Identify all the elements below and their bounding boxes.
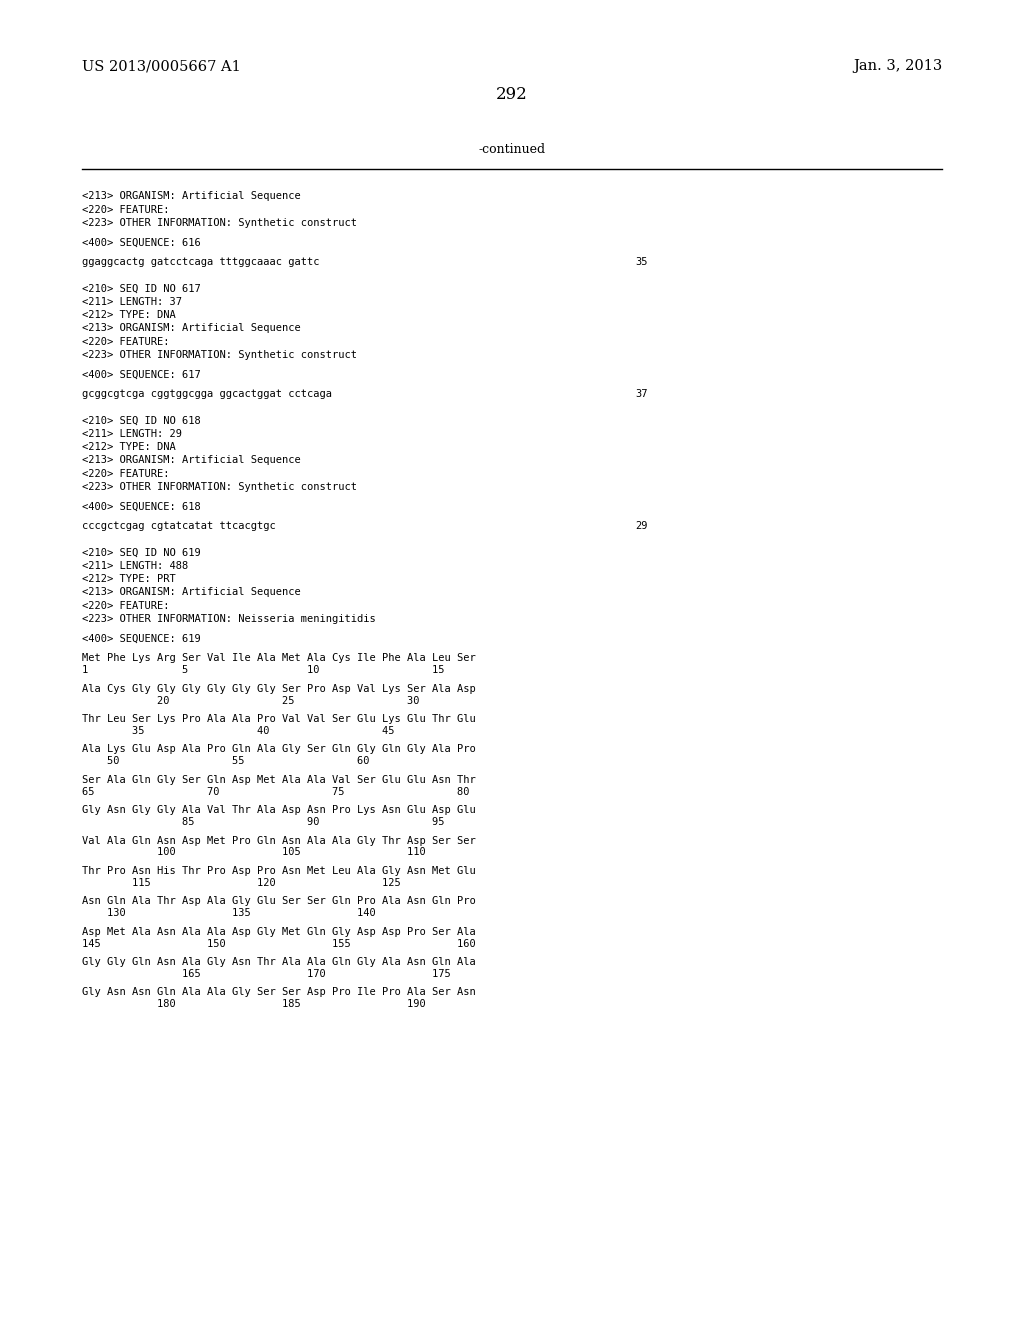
Text: <211> LENGTH: 488: <211> LENGTH: 488 [82, 561, 188, 572]
Text: <213> ORGANISM: Artificial Sequence: <213> ORGANISM: Artificial Sequence [82, 587, 301, 598]
Text: <213> ORGANISM: Artificial Sequence: <213> ORGANISM: Artificial Sequence [82, 323, 301, 334]
Text: -continued: -continued [478, 143, 546, 156]
Text: gcggcgtcga cggtggcgga ggcactggat cctcaga: gcggcgtcga cggtggcgga ggcactggat cctcaga [82, 389, 332, 400]
Text: <211> LENGTH: 37: <211> LENGTH: 37 [82, 297, 182, 308]
Text: <220> FEATURE:: <220> FEATURE: [82, 469, 169, 479]
Text: ggaggcactg gatcctcaga tttggcaaac gattc: ggaggcactg gatcctcaga tttggcaaac gattc [82, 257, 319, 268]
Text: Asp Met Ala Asn Ala Ala Asp Gly Met Gln Gly Asp Asp Pro Ser Ala: Asp Met Ala Asn Ala Ala Asp Gly Met Gln … [82, 927, 476, 937]
Text: <212> TYPE: DNA: <212> TYPE: DNA [82, 442, 176, 453]
Text: 85                  90                  95: 85 90 95 [82, 817, 444, 828]
Text: 29: 29 [635, 521, 647, 532]
Text: Met Phe Lys Arg Ser Val Ile Ala Met Ala Cys Ile Phe Ala Leu Ser: Met Phe Lys Arg Ser Val Ile Ala Met Ala … [82, 653, 476, 664]
Text: <223> OTHER INFORMATION: Synthetic construct: <223> OTHER INFORMATION: Synthetic const… [82, 218, 357, 228]
Text: <213> ORGANISM: Artificial Sequence: <213> ORGANISM: Artificial Sequence [82, 191, 301, 202]
Text: <400> SEQUENCE: 616: <400> SEQUENCE: 616 [82, 238, 201, 248]
Text: <223> OTHER INFORMATION: Synthetic construct: <223> OTHER INFORMATION: Synthetic const… [82, 482, 357, 492]
Text: Gly Asn Gly Gly Ala Val Thr Ala Asp Asn Pro Lys Asn Glu Asp Glu: Gly Asn Gly Gly Ala Val Thr Ala Asp Asn … [82, 805, 476, 816]
Text: Gly Gly Gln Asn Ala Gly Asn Thr Ala Ala Gln Gly Ala Asn Gln Ala: Gly Gly Gln Asn Ala Gly Asn Thr Ala Ala … [82, 957, 476, 968]
Text: 130                 135                 140: 130 135 140 [82, 908, 376, 919]
Text: 115                 120                 125: 115 120 125 [82, 878, 400, 888]
Text: <400> SEQUENCE: 618: <400> SEQUENCE: 618 [82, 502, 201, 512]
Text: 145                 150                 155                 160: 145 150 155 160 [82, 939, 476, 949]
Text: Val Ala Gln Asn Asp Met Pro Gln Asn Ala Ala Gly Thr Asp Ser Ser: Val Ala Gln Asn Asp Met Pro Gln Asn Ala … [82, 836, 476, 846]
Text: <211> LENGTH: 29: <211> LENGTH: 29 [82, 429, 182, 440]
Text: 35: 35 [635, 257, 647, 268]
Text: <210> SEQ ID NO 618: <210> SEQ ID NO 618 [82, 416, 201, 426]
Text: Ala Cys Gly Gly Gly Gly Gly Gly Ser Pro Asp Val Lys Ser Ala Asp: Ala Cys Gly Gly Gly Gly Gly Gly Ser Pro … [82, 684, 476, 694]
Text: Jan. 3, 2013: Jan. 3, 2013 [853, 59, 942, 74]
Text: US 2013/0005667 A1: US 2013/0005667 A1 [82, 59, 241, 74]
Text: Thr Pro Asn His Thr Pro Asp Pro Asn Met Leu Ala Gly Asn Met Glu: Thr Pro Asn His Thr Pro Asp Pro Asn Met … [82, 866, 476, 876]
Text: Gly Asn Asn Gln Ala Ala Gly Ser Ser Asp Pro Ile Pro Ala Ser Asn: Gly Asn Asn Gln Ala Ala Gly Ser Ser Asp … [82, 987, 476, 998]
Text: 180                 185                 190: 180 185 190 [82, 999, 426, 1010]
Text: <223> OTHER INFORMATION: Neisseria meningitidis: <223> OTHER INFORMATION: Neisseria menin… [82, 614, 376, 624]
Text: 65                  70                  75                  80: 65 70 75 80 [82, 787, 469, 797]
Text: <220> FEATURE:: <220> FEATURE: [82, 337, 169, 347]
Text: <212> TYPE: DNA: <212> TYPE: DNA [82, 310, 176, 321]
Text: Ser Ala Gln Gly Ser Gln Asp Met Ala Ala Val Ser Glu Glu Asn Thr: Ser Ala Gln Gly Ser Gln Asp Met Ala Ala … [82, 775, 476, 785]
Text: <400> SEQUENCE: 617: <400> SEQUENCE: 617 [82, 370, 201, 380]
Text: Ala Lys Glu Asp Ala Pro Gln Ala Gly Ser Gln Gly Gln Gly Ala Pro: Ala Lys Glu Asp Ala Pro Gln Ala Gly Ser … [82, 744, 476, 755]
Text: 37: 37 [635, 389, 647, 400]
Text: 100                 105                 110: 100 105 110 [82, 847, 426, 858]
Text: 35                  40                  45: 35 40 45 [82, 726, 394, 737]
Text: <223> OTHER INFORMATION: Synthetic construct: <223> OTHER INFORMATION: Synthetic const… [82, 350, 357, 360]
Text: cccgctcgag cgtatcatat ttcacgtgc: cccgctcgag cgtatcatat ttcacgtgc [82, 521, 275, 532]
Text: 292: 292 [496, 86, 528, 103]
Text: <213> ORGANISM: Artificial Sequence: <213> ORGANISM: Artificial Sequence [82, 455, 301, 466]
Text: 50                  55                  60: 50 55 60 [82, 756, 370, 767]
Text: <210> SEQ ID NO 617: <210> SEQ ID NO 617 [82, 284, 201, 294]
Text: Thr Leu Ser Lys Pro Ala Ala Pro Val Val Ser Glu Lys Glu Thr Glu: Thr Leu Ser Lys Pro Ala Ala Pro Val Val … [82, 714, 476, 725]
Text: <400> SEQUENCE: 619: <400> SEQUENCE: 619 [82, 634, 201, 644]
Text: 20                  25                  30: 20 25 30 [82, 696, 420, 706]
Text: <220> FEATURE:: <220> FEATURE: [82, 205, 169, 215]
Text: <220> FEATURE:: <220> FEATURE: [82, 601, 169, 611]
Text: 1               5                   10                  15: 1 5 10 15 [82, 665, 444, 676]
Text: 165                 170                 175: 165 170 175 [82, 969, 451, 979]
Text: <210> SEQ ID NO 619: <210> SEQ ID NO 619 [82, 548, 201, 558]
Text: Asn Gln Ala Thr Asp Ala Gly Glu Ser Ser Gln Pro Ala Asn Gln Pro: Asn Gln Ala Thr Asp Ala Gly Glu Ser Ser … [82, 896, 476, 907]
Text: <212> TYPE: PRT: <212> TYPE: PRT [82, 574, 176, 585]
